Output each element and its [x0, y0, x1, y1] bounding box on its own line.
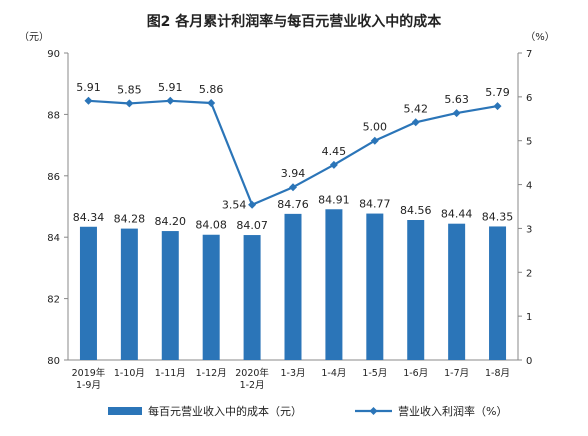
line-point — [493, 102, 502, 111]
x-category-label: 1-4月 — [321, 368, 346, 379]
x-category-label: 1-8月 — [485, 368, 510, 379]
bar-value-label: 84.44 — [441, 208, 473, 221]
x-category-label: 1-11月 — [155, 368, 186, 379]
bar-value-label: 84.76 — [277, 198, 309, 211]
x-category-line: 1-7月 — [444, 368, 469, 379]
x-category-label: 1-7月 — [444, 368, 469, 379]
x-category-label: 1-5月 — [362, 368, 387, 379]
right-tick-label: 0 — [526, 356, 532, 367]
left-tick-label: 84 — [47, 233, 60, 244]
bar — [325, 209, 343, 360]
x-category-label: 2019年 1-9月 — [72, 367, 106, 391]
bar-value-label: 84.07 — [236, 219, 268, 232]
x-category-line: 1-8月 — [485, 368, 510, 379]
line-series — [84, 96, 502, 209]
right-tick-label: 7 — [526, 49, 532, 60]
line-point — [84, 96, 93, 105]
line-point — [329, 160, 338, 169]
bar-value-label: 84.34 — [73, 211, 105, 224]
bar-value-label: 84.91 — [318, 193, 350, 206]
bar-value-label: 84.28 — [114, 213, 146, 226]
bar-value-label: 84.08 — [195, 219, 227, 232]
bar — [243, 235, 261, 360]
x-category-line: 1-4月 — [321, 368, 346, 379]
left-tick-label: 86 — [47, 172, 60, 183]
x-category-line: 1-3月 — [280, 368, 305, 379]
bar — [448, 223, 466, 360]
right-axis-unit: （%） — [525, 31, 555, 43]
bar — [284, 213, 302, 360]
bar — [202, 234, 220, 360]
legend-line-label: 营业收入利润率（%） — [398, 404, 507, 418]
right-tick-label: 2 — [526, 268, 532, 279]
line-value-label: 5.91 — [76, 81, 101, 94]
bar — [120, 228, 138, 360]
line-point — [248, 200, 257, 209]
line-point — [166, 96, 175, 105]
x-category-line: 1-11月 — [155, 368, 186, 379]
x-category-label: 1-10月 — [114, 368, 145, 379]
line-value-label: 3.54 — [222, 199, 247, 212]
left-tick-label: 82 — [47, 295, 60, 306]
bar — [366, 213, 384, 360]
bar-series — [79, 209, 507, 360]
line-value-label: 5.63 — [444, 93, 469, 106]
bar — [79, 226, 97, 360]
data-labels: 84.34 84.28 84.20 84.08 84.07 84.76 84.91 84.77… — [73, 81, 514, 232]
right-tick-label: 5 — [526, 137, 532, 148]
bar — [489, 226, 507, 360]
axes: 80 82 84 86 88 90 0 1 2 3 4 5 6 7 — [47, 49, 532, 367]
left-tick-label: 88 — [47, 110, 60, 121]
bar — [161, 231, 179, 360]
line-point — [207, 98, 216, 107]
bar-value-label: 84.56 — [400, 204, 432, 217]
right-tick-label: 6 — [526, 93, 532, 104]
left-tick-label: 80 — [47, 356, 60, 367]
line-value-label: 5.86 — [199, 83, 224, 96]
bar — [407, 220, 425, 360]
chart-title: 图2 各月累计利润率与每百元营业收入中的成本 — [147, 13, 443, 30]
left-axis-unit: （元） — [19, 31, 49, 43]
line-value-label: 5.42 — [403, 102, 428, 115]
x-category-label: 1-6月 — [403, 368, 428, 379]
legend: 每百元营业收入中的成本（元） 营业收入利润率（%） — [108, 404, 507, 418]
line-point — [125, 99, 134, 108]
legend-line-marker — [369, 407, 378, 415]
line-value-label: 4.45 — [322, 145, 347, 158]
bar-value-label: 84.35 — [482, 210, 514, 223]
right-tick-label: 4 — [526, 181, 532, 192]
left-tick-label: 90 — [47, 49, 60, 60]
x-category-label: 1-12月 — [196, 368, 227, 379]
x-category-line: 1-10月 — [114, 368, 145, 379]
x-category-line: 1-12月 — [196, 368, 227, 379]
line-value-label: 3.94 — [281, 167, 306, 180]
line-value-label: 5.91 — [158, 81, 183, 94]
bar-value-label: 84.77 — [359, 198, 391, 211]
x-category-line: 1-5月 — [362, 368, 387, 379]
x-category-line: 1-6月 — [403, 368, 428, 379]
right-tick-label: 1 — [526, 312, 532, 323]
right-tick-label: 3 — [526, 224, 532, 235]
line-value-label: 5.79 — [485, 86, 510, 99]
line-point — [370, 136, 379, 145]
x-category-line: 2019年 — [72, 367, 106, 379]
x-category-line: 1-9月 — [76, 380, 101, 391]
line-point — [452, 109, 461, 118]
x-category-line: 2020年 — [235, 367, 269, 379]
line-point — [289, 183, 297, 192]
line-value-label: 5.00 — [363, 121, 388, 134]
bar-value-label: 84.20 — [155, 215, 187, 228]
legend-bar-label: 每百元营业收入中的成本（元） — [148, 404, 302, 418]
x-category-label: 2020年 1-2月 — [235, 367, 269, 391]
line-point — [411, 118, 420, 127]
x-axis-categories: 2019年 1-9月 1-10月 1-11月 1-12月 2020年 1-2月 1-3月 1-4… — [72, 367, 510, 391]
x-category-label: 1-3月 — [280, 368, 305, 379]
legend-bar-swatch — [108, 407, 142, 415]
x-category-line: 1-2月 — [240, 380, 265, 391]
line-value-label: 5.85 — [117, 83, 142, 96]
